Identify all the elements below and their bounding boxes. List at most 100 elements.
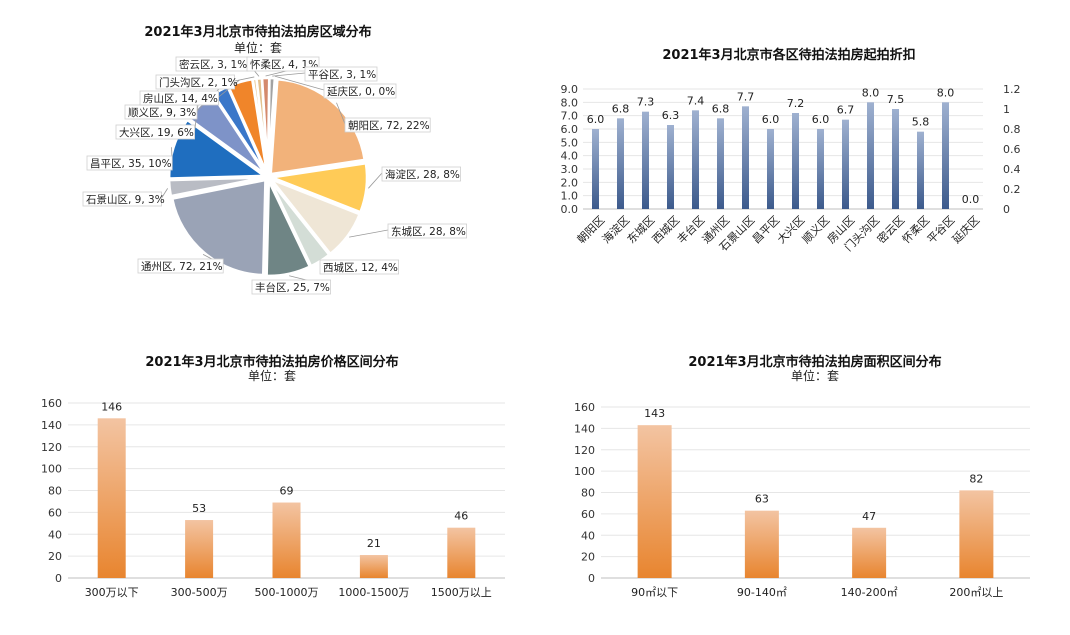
pie-slice-label: 平谷区, 3, 1% (308, 69, 376, 81)
pie-slice-label: 门头沟区, 2, 1% (159, 76, 238, 89)
x-category-label: 300万以下 (85, 586, 139, 599)
y2-tick-label: 0.2 (1003, 183, 1021, 196)
bar (852, 527, 887, 578)
bar (742, 106, 749, 209)
y-tick-label: 4.0 (561, 150, 579, 163)
pie-label-box (86, 155, 173, 171)
bar (942, 102, 949, 209)
pie-slice (266, 76, 277, 174)
bar (617, 118, 624, 209)
bar-value-label: 53 (192, 502, 206, 515)
pie-slice-label: 顺义区, 9, 3% (128, 107, 196, 119)
y-tick-label: 9.0 (561, 83, 579, 96)
pie-slice-label: 石景山区, 9, 3% (86, 194, 165, 206)
bar-value-label: 146 (101, 400, 122, 413)
pie-leader-line (161, 188, 168, 199)
bar (717, 118, 724, 209)
x-category-label: 500-1000万 (255, 586, 319, 599)
price-panel: 2021年3月北京市待拍法拍房价格区间分布 单位：套 0 20 40 60 80 100 1… (0, 318, 535, 635)
x-category-label: 1000-1500万 (338, 586, 409, 599)
pie-slice-label: 昌平区, 35, 10% (90, 158, 172, 170)
y2-tick-label: 1.2 (1003, 83, 1021, 96)
bar-value-label: 5.8 (912, 116, 930, 129)
bar (97, 418, 126, 578)
bar-value-label: 143 (644, 407, 665, 420)
bar (447, 527, 476, 578)
district-discount-bar-chart: 2021年3月北京市各区待拍法拍房起拍折扣 0.01.02.03.04.05.0… (561, 47, 1021, 254)
pie-slice (170, 178, 267, 277)
bar-value-label: 46 (454, 510, 468, 523)
bar (185, 520, 214, 578)
x-category-label: 90㎡以下 (631, 586, 678, 599)
bar (642, 111, 649, 209)
pie-leader-line (234, 76, 255, 82)
price-range-bar-chart: 2021年3月北京市待拍法拍房价格区间分布 单位：套 0 20 40 60 80 100 1… (41, 354, 505, 599)
area-range-bar-chart: 2021年3月北京市待拍法拍房面积区间分布 单位：套 0 20 40 60 80 100 1… (574, 354, 1030, 599)
bar-value-label: 6.8 (612, 102, 630, 115)
pie-slice (267, 161, 369, 214)
bar-value-label: 7.4 (687, 94, 705, 107)
y-tick-label: 7.0 (561, 110, 579, 123)
y-tick-label: 100 (41, 463, 62, 476)
bar (272, 502, 301, 578)
district-distribution-pie-chart: 2021年3月北京市待拍法拍房区域分布 单位：套 朝阳区, 72, 22% 海淀区… (82, 24, 467, 295)
y-tick-label: 0 (55, 572, 62, 585)
bar (744, 510, 779, 578)
bar (359, 555, 388, 578)
pie-slice-label: 西城区, 12, 4% (323, 262, 398, 274)
pie-slice (265, 180, 312, 278)
bar-value-label: 69 (280, 485, 294, 498)
x-category-label: 朝阳区 (575, 214, 608, 247)
x-category-label: 1500万以上 (431, 586, 492, 599)
bar (692, 110, 699, 209)
bar-value-label: 8.0 (937, 86, 955, 99)
y-tick-label: 120 (41, 441, 62, 454)
y2-tick-label: 0.4 (1003, 163, 1021, 176)
x-category-label: 90-140㎡ (737, 586, 787, 599)
bar-value-label: 7.3 (637, 96, 655, 109)
pie-leader-line (274, 75, 325, 91)
bar-value-label: 63 (755, 493, 769, 506)
bar (767, 129, 774, 209)
discount-panel: 2021年3月北京市各区待拍法拍房起拍折扣 0.0 1.0 2.0 3.0 4.0 5.0… (535, 0, 1070, 318)
bar-value-label: 7.5 (887, 93, 905, 106)
pie-label-box (381, 166, 461, 182)
bar-value-label: 6.7 (837, 104, 855, 117)
pie-leader-line (349, 229, 389, 238)
y2-tick-label: 0.6 (1003, 143, 1021, 156)
y-tick-label: 140 (574, 422, 595, 435)
x-category-label: 怀柔区 (900, 214, 933, 247)
bar-value-label: 6.8 (712, 102, 730, 115)
chart-title: 2021年3月北京市各区待拍法拍房起拍折扣 (662, 47, 915, 63)
pie-slice-label: 延庆区, 0, 0% (327, 85, 395, 98)
y-tick-label: 40 (581, 529, 595, 542)
bar (867, 102, 874, 209)
bar (817, 129, 824, 209)
pie-slice-label: 朝阳区, 72, 22% (348, 120, 430, 132)
pie-label-box (304, 66, 378, 82)
x-category-label: 海淀区 (599, 213, 632, 246)
y-tick-label: 60 (48, 506, 62, 519)
pie-label-box (155, 74, 235, 90)
y-tick-label: 120 (574, 444, 595, 457)
bar-value-label: 6.0 (762, 113, 780, 126)
pie-label-box (387, 223, 467, 239)
pie-label-box (251, 279, 331, 295)
x-category-label: 300-500万 (171, 586, 228, 599)
bar (592, 129, 599, 209)
pie-label-box (139, 90, 219, 106)
chart-title: 2021年3月北京市待拍法拍房面积区间分布 (688, 354, 941, 370)
y-tick-label: 60 (581, 508, 595, 521)
pie-slice-label: 大兴区, 19, 6% (119, 126, 194, 139)
y-tick-label: 2.0 (561, 176, 579, 189)
bar (637, 425, 672, 578)
bar (959, 490, 994, 578)
y-tick-label: 1.0 (561, 190, 579, 203)
y-tick-label: 160 (41, 397, 62, 410)
bar-value-label: 8.0 (862, 86, 880, 99)
pie-slice-label: 东城区, 28, 8% (391, 225, 466, 238)
pie-label-box (319, 259, 399, 275)
bar-value-label: 21 (367, 537, 381, 550)
pie-leader-line (368, 172, 383, 189)
chart-title: 2021年3月北京市待拍法拍房价格区间分布 (145, 354, 398, 370)
